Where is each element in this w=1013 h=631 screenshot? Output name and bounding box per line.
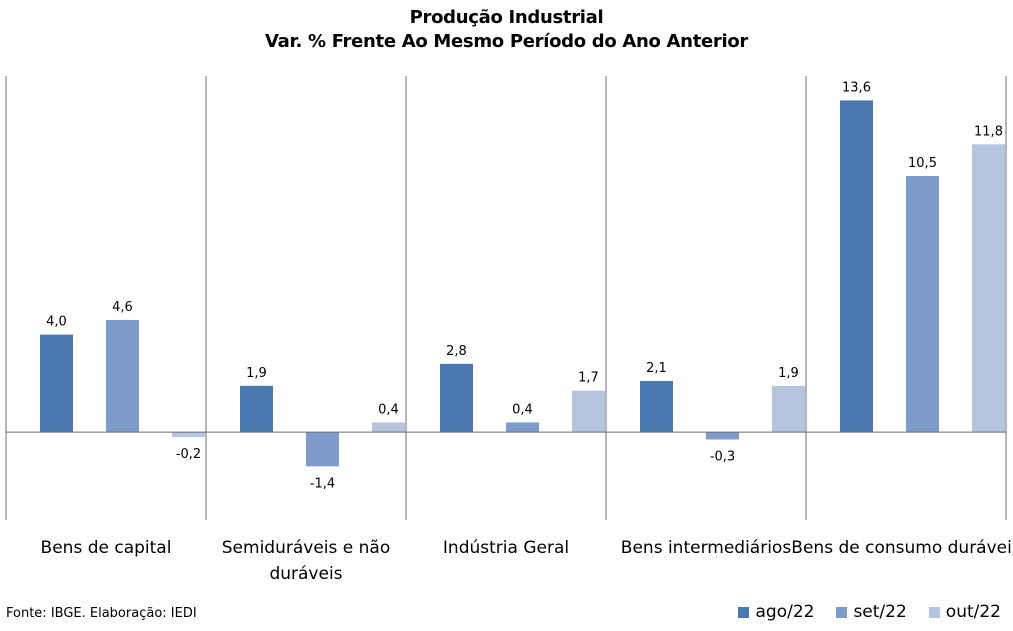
- data-label: 4,0: [46, 315, 67, 330]
- data-label: 0,4: [378, 402, 399, 417]
- bar: [906, 176, 939, 433]
- chart-title: Produção Industrial Var. % Frente Ao Mes…: [0, 6, 1013, 54]
- data-label: 13,6: [842, 80, 871, 95]
- bar: [440, 363, 473, 433]
- legend-item: ago/22: [738, 602, 814, 622]
- bar: [306, 432, 339, 467]
- category-label: Bens de consumo duráveis: [791, 538, 1013, 558]
- bar: [972, 144, 1005, 433]
- bar: [772, 385, 805, 433]
- legend-label: ago/22: [755, 602, 815, 622]
- bar: [106, 319, 139, 433]
- data-label: 1,7: [578, 371, 599, 386]
- data-label: 4,6: [112, 300, 133, 315]
- data-label: 1,9: [246, 366, 267, 381]
- category-label: Indústria Geral: [443, 538, 569, 558]
- bar: [172, 432, 205, 438]
- category-label: Bens intermediários: [621, 538, 792, 558]
- legend: ago/22 set/22 out/22: [738, 602, 1001, 622]
- bar: [506, 422, 539, 433]
- data-label: 1,9: [778, 366, 799, 381]
- data-label: -0,2: [176, 447, 201, 462]
- legend-label: set/22: [853, 602, 907, 622]
- data-label: 11,8: [974, 124, 1003, 139]
- bar: [640, 380, 673, 433]
- bar-chart: 4,0 1,9 2,8 2,1 13,6 4,6 -1,4 0,4 -0,3 10,5 -0,2 0,…: [5, 76, 1013, 584]
- data-label: -1,4: [310, 476, 335, 491]
- data-label: 2,1: [646, 361, 667, 376]
- bar: [40, 334, 73, 433]
- bar: [372, 422, 405, 433]
- legend-item: out/22: [928, 602, 1001, 622]
- data-label: 2,8: [446, 344, 467, 359]
- legend-label: out/22: [945, 602, 1001, 622]
- bar: [240, 385, 273, 433]
- data-label: 10,5: [908, 156, 937, 171]
- bar: [572, 390, 605, 433]
- chart-title-line1: Produção Industrial: [409, 7, 604, 28]
- source-note: Fonte: IBGE. Elaboração: IEDI: [6, 606, 197, 621]
- legend-item: set/22: [836, 602, 907, 622]
- bar: [706, 432, 739, 440]
- chart-subtitle: Var. % Frente Ao Mesmo Período do Ano An…: [265, 31, 748, 52]
- data-label: 0,4: [512, 402, 533, 417]
- bar: [840, 100, 873, 433]
- legend-swatch: [738, 606, 750, 618]
- legend-swatch: [836, 606, 848, 618]
- category-label: Bens de capital: [41, 538, 172, 558]
- category-label: Semiduráveis e não duráveis: [222, 538, 390, 584]
- data-label: -0,3: [710, 449, 735, 464]
- legend-swatch: [928, 606, 940, 618]
